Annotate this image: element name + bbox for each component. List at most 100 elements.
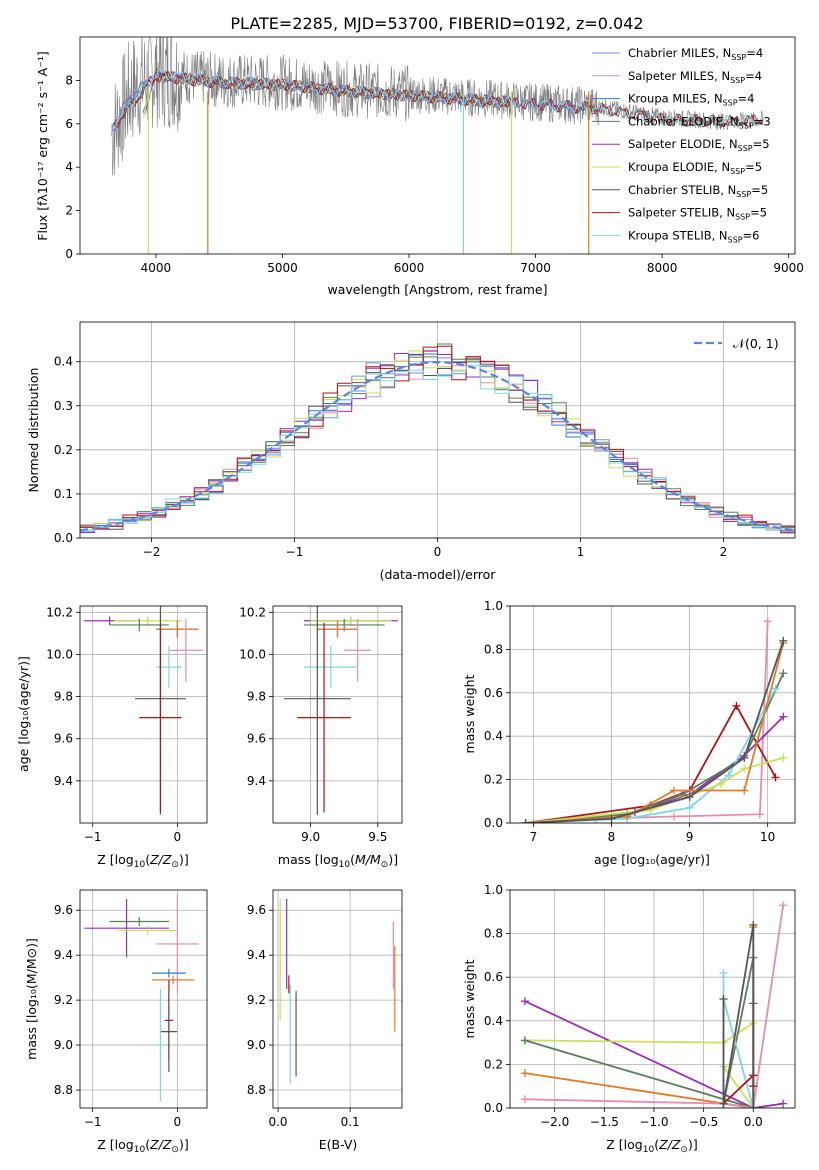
axes-frame: 7 8 9 10 0.0 0.2 0.4 0.6 0.8 1.0 age [log₁₀(age/yr… (462, 599, 796, 867)
y-tick-label: 0.4 (484, 729, 503, 743)
plot-area (279, 898, 396, 1084)
plot-area (111, 37, 764, 254)
mass-weight-marker (779, 636, 788, 645)
y-tick-label: 9.4 (247, 948, 266, 962)
mass-weight-marker (779, 753, 788, 762)
spectrum-panel: 4000 5000 6000 7000 8000 9000 0 2 4 6 8 wavelength … (35, 36, 804, 297)
mass-weight-line (525, 642, 785, 823)
x-tick-label: 8000 (647, 261, 678, 275)
x-tick-label: 2 (720, 545, 728, 559)
x-tick-label: −0.5 (689, 1115, 718, 1129)
normal-pdf-curve (80, 360, 795, 532)
axes-border (509, 605, 796, 824)
figure-title: PLATE=2285, MJD=53700, FIBERID=0192, z=0… (230, 14, 643, 33)
mass-weight-marker (521, 819, 530, 823)
mass-weight-marker (716, 779, 725, 788)
y-tick-label: 0.2 (484, 773, 503, 787)
y-tick-label: 0.0 (484, 816, 503, 830)
grid (510, 605, 795, 824)
model-spectrum-line (111, 71, 764, 128)
mass-weight-marker (779, 712, 788, 721)
mass-weight-line (722, 924, 755, 1108)
mass-weight-marker (749, 920, 758, 929)
mass-weight-marker (719, 995, 728, 1003)
y-tick-label: 1.0 (484, 599, 503, 613)
residual-histogram-panel: −2 −1 0 1 2 0.0 0.1 0.2 0.3 0.4 (data-model)/error… (26, 321, 796, 582)
mass-weight-line (525, 640, 785, 823)
mass-weight-marker (779, 1099, 788, 1108)
y-tick-label: 9.2 (247, 993, 266, 1007)
x-tick-label: 0.0 (744, 1115, 763, 1129)
mass-weight-marker (520, 1036, 529, 1045)
mass-weight-marker (719, 1099, 728, 1108)
spectrum-legend: Chabrier MILES, NSSP=4 Salpeter MILES, NS… (592, 46, 771, 244)
axis-label: Z [log10(Z/Z⊙)] (606, 1137, 697, 1155)
mass-vs-metallicity-panel: −1 0 8.8 9.0 9.2 9.4 9.6 Z [log10(Z/Z⊙)] mass [l… (24, 889, 208, 1155)
y-tick-label: 0.0 (484, 1101, 503, 1115)
x-tick-label: 8 (608, 830, 616, 844)
y-axis-label: mass weight (462, 959, 477, 1038)
mass-weight-marker (763, 617, 772, 626)
mass-weight-marker (740, 786, 749, 795)
y-tick-label: 1.0 (484, 883, 503, 897)
legend-entry: Kroupa MILES, NSSP=4 (628, 92, 754, 108)
y-axis-label: mass weight (462, 674, 477, 753)
axis-label: Z [log10(Z/Z⊙)] (97, 1137, 188, 1155)
model-spectrum-line (111, 71, 764, 128)
plot-area (80, 343, 795, 534)
y-tick-label: 0.3 (54, 399, 73, 413)
grid (80, 890, 207, 1108)
mass-weight-line (524, 1021, 755, 1108)
plot-area (521, 617, 788, 823)
legend-entry: Salpeter ELODIE, NSSP=5 (628, 137, 770, 153)
x-tick-label: −1 (84, 830, 102, 844)
mass-weight-vs-metallicity-panel: −2.0 −1.5 −1.0 −0.5 0.0 0.0 0.2 0.4 0.6 0.8 1.0 Z [… (462, 883, 796, 1155)
mass-weight-marker (755, 810, 764, 819)
axes-frame: −2 −1 0 1 2 0.0 0.1 0.2 0.3 0.4 (data-model)/error… (26, 321, 796, 582)
axes-frame: 9.0 9.5 9.4 9.6 9.8 10.0 10.2 mass [log10(M/M⊙)… (239, 605, 403, 870)
axis-label: mass [log10(M/M⊙)] (278, 852, 398, 870)
legend-entry: 𝒩(0, 1) (733, 336, 779, 351)
axis-label: Z [log10(Z/Z⊙)] (97, 852, 188, 870)
y-tick-label: 6 (65, 117, 73, 131)
y-tick-label: 2 (65, 204, 73, 218)
y-tick-label: 8.8 (54, 1083, 73, 1097)
legend-entry: Salpeter MILES, NSSP=4 (628, 69, 762, 85)
x-tick-label: 0.1 (341, 1115, 360, 1129)
x-tick-label: −1.0 (639, 1115, 668, 1129)
plot-area (84, 894, 199, 1102)
x-tick-label: −1.5 (590, 1115, 619, 1129)
y-tick-label: 9.4 (54, 948, 73, 962)
mass-weight-marker (607, 814, 616, 823)
y-tick-label: 0.8 (484, 642, 503, 656)
plot-area (283, 606, 398, 815)
x-tick-label: 9.0 (301, 830, 320, 844)
axes-border (509, 889, 796, 1109)
y-tick-label: 9.6 (247, 903, 266, 917)
y-tick-label: 9.6 (247, 732, 266, 746)
mass-weight-marker (732, 701, 741, 710)
y-tick-label: 9.0 (54, 1038, 73, 1052)
mass-weight-marker (719, 968, 728, 977)
axes-border (79, 605, 208, 824)
x-tick-label: 0 (174, 830, 182, 844)
y-tick-label: 4 (65, 160, 73, 174)
y-axis-label: mass [log₁₀(M/M⊙)] (24, 938, 39, 1060)
x-tick-label: 9000 (773, 261, 804, 275)
y-tick-label: 9.4 (54, 774, 73, 788)
y-tick-label: 0.8 (484, 927, 503, 941)
x-tick-label: −1 (286, 545, 304, 559)
y-tick-label: 0.6 (484, 686, 503, 700)
axes-border (272, 605, 403, 824)
y-tick-label: 0 (65, 247, 73, 261)
histogram-step (80, 350, 795, 533)
plot-area (520, 901, 788, 1108)
axes-border (79, 321, 796, 539)
y-tick-label: 9.2 (54, 993, 73, 1007)
y-axis-label: Normed distribution (26, 368, 41, 493)
mass-weight-marker (779, 901, 788, 910)
x-tick-label: 0 (434, 545, 442, 559)
y-tick-label: 0.0 (54, 531, 73, 545)
axes-frame: 4000 5000 6000 7000 8000 9000 0 2 4 6 8 wavelength … (35, 36, 804, 297)
